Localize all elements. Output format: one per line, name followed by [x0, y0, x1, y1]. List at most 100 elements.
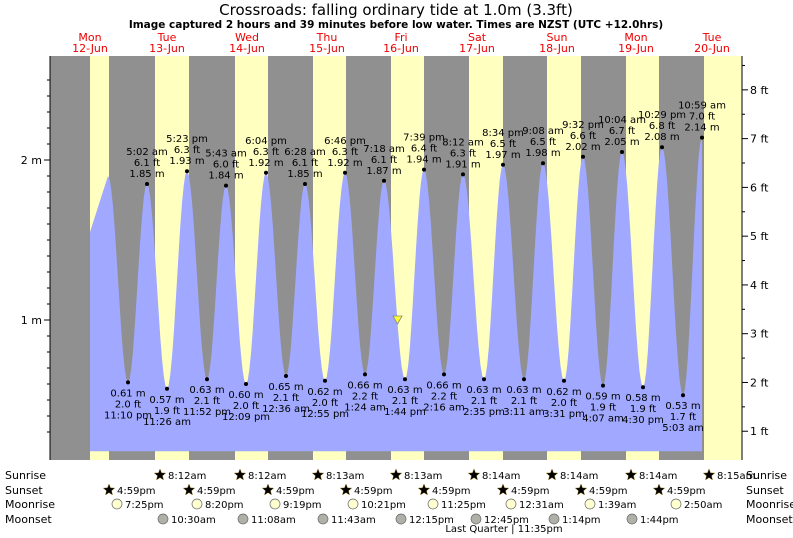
moonrise-time: 1:39am — [598, 500, 636, 511]
low-tide-ft: 1.9 ft — [630, 404, 656, 415]
high-tide-m: 1.91 m — [445, 159, 480, 170]
low-tide-time: 5:03 am — [662, 423, 704, 434]
chart-subtitle: Image captured 2 hours and 39 minutes be… — [129, 19, 663, 31]
high-tide-m: 1.92 m — [248, 158, 283, 169]
moonrise-icon — [191, 498, 203, 510]
high-tide-time: 6:28 am — [284, 147, 326, 158]
row-label-sunset: Sunset — [5, 484, 43, 497]
low-tide-time: 1:44 pm — [384, 407, 426, 418]
high-tide-dot — [461, 172, 465, 177]
sunset-icon — [652, 483, 666, 496]
low-tide-dot — [482, 377, 486, 382]
high-tide-m: 1.85 m — [287, 169, 322, 180]
sunset-time: 4:59pm — [589, 486, 628, 497]
high-tide-m: 2.08 m — [644, 132, 679, 143]
low-tide-time: 11:10 pm — [104, 410, 152, 421]
low-tide-time: 3:11 am — [503, 407, 545, 418]
moonset-time: 10:30am — [171, 515, 216, 526]
high-tide-dot — [343, 170, 347, 175]
low-tide-m: 0.63 m — [466, 385, 501, 396]
sunrise-time: 8:14am — [639, 471, 677, 482]
moonrise-icon — [670, 498, 682, 510]
low-tide-ft: 2.1 ft — [471, 396, 497, 407]
high-tide-m: 1.93 m — [169, 156, 204, 167]
right-tick-label: 3 ft — [750, 328, 769, 341]
moonset-icon — [157, 513, 169, 525]
low-tide-m: 0.62 m — [546, 387, 581, 398]
moonrise-time: 7:25pm — [125, 500, 164, 511]
high-tide-m: 1.84 m — [208, 171, 243, 182]
sunrise-time: 8:12am — [248, 471, 286, 482]
sunrise-icon — [233, 468, 247, 481]
high-tide-dot — [145, 182, 149, 186]
high-tide-ft: 6.1 ft — [134, 158, 160, 169]
high-tide-time: 9:08 am — [522, 126, 564, 137]
moonrise-time: 10:21pm — [361, 500, 406, 511]
low-tide-time: 12:36 am — [262, 404, 310, 415]
high-tide-m: 2.14 m — [684, 123, 719, 134]
moon-phase-label: Last Quarter | 11:35pm — [445, 524, 562, 535]
sunrise-icon — [702, 468, 716, 481]
day-date-7: 18-Jun — [539, 42, 575, 55]
high-tide-m: 1.97 m — [485, 150, 520, 161]
sunset-time: 4:59pm — [117, 486, 156, 497]
sunset-time: 4:59pm — [511, 486, 550, 497]
sunrise-time: 8:15am — [717, 471, 755, 482]
moonrise-time: 9:19pm — [283, 500, 322, 511]
high-tide-time: 10:59 am — [678, 101, 726, 112]
sunrise-time: 8:13am — [404, 471, 442, 482]
high-tide-dot — [581, 154, 585, 159]
sunset-icon — [182, 483, 196, 496]
row-label-sunrise: Sunrise — [5, 469, 46, 482]
low-tide-time: 11:52 pm — [183, 407, 231, 418]
low-tide-ft: 2.1 ft — [511, 396, 537, 407]
low-tide-m: 0.63 m — [506, 385, 541, 396]
high-tide-ft: 6.3 ft — [253, 147, 279, 158]
high-tide-dot — [382, 178, 386, 183]
low-tide-m: 0.61 m — [110, 388, 145, 399]
high-tide-ft: 6.5 ft — [530, 137, 556, 148]
low-tide-dot — [601, 383, 605, 388]
low-tide-m: 0.63 m — [387, 385, 422, 396]
low-tide-m: 0.59 m — [585, 392, 620, 403]
night-band — [50, 56, 90, 460]
moonset-time: 1:14pm — [562, 515, 601, 526]
low-tide-time: 3:31 pm — [543, 409, 585, 420]
sunset-icon — [496, 483, 510, 496]
high-tide-m: 2.02 m — [565, 142, 600, 153]
high-tide-ft: 7.0 ft — [689, 112, 715, 123]
high-tide-dot — [422, 167, 426, 172]
low-tide-ft: 2.0 ft — [551, 398, 577, 409]
high-tide-time: 6:46 pm — [324, 136, 366, 147]
high-tide-time: 6:04 pm — [245, 136, 287, 147]
left-tick-label: 1 m — [21, 314, 42, 327]
day-name-7: Sun — [547, 31, 568, 44]
moonset-icon — [395, 513, 407, 525]
high-tide-time: 8:12 am — [442, 137, 484, 148]
sunset-time: 4:59pm — [197, 486, 236, 497]
sunset-icon — [417, 483, 431, 496]
sunset-time: 4:59pm — [667, 486, 706, 497]
right-tick-label: 8 ft — [750, 84, 769, 97]
high-tide-dot — [660, 145, 664, 150]
high-tide-time: 10:04 am — [598, 115, 646, 126]
sunset-time: 4:59pm — [276, 486, 315, 497]
low-tide-m: 0.57 m — [149, 395, 184, 406]
moonset-time: 1:44pm — [640, 515, 679, 526]
high-tide-ft: 6.3 ft — [450, 148, 476, 159]
moonset-icon — [237, 513, 249, 525]
low-tide-m: 0.66 m — [347, 380, 382, 391]
moonrise-time: 11:25pm — [441, 500, 486, 511]
low-tide-ft: 1.9 ft — [154, 406, 180, 417]
low-tide-dot — [442, 372, 446, 377]
moonrise-icon — [347, 498, 359, 510]
low-tide-dot — [641, 385, 645, 390]
low-tide-dot — [403, 377, 407, 382]
low-tide-dot — [363, 372, 367, 377]
low-tide-dot — [126, 380, 130, 385]
high-tide-ft: 6.5 ft — [490, 139, 516, 150]
current-level-marker — [392, 315, 403, 325]
low-tide-dot — [681, 393, 685, 398]
moonset-time: 12:15pm — [409, 515, 454, 526]
